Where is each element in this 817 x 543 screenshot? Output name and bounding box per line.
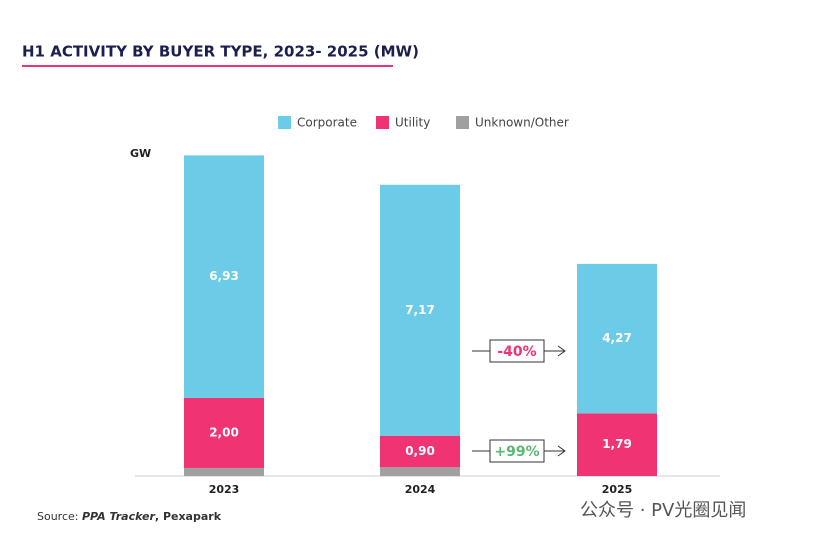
legend-swatch [278,116,291,129]
source-prefix: Source: [37,510,82,523]
arrow-head [557,445,566,457]
legend-swatch [456,116,469,129]
bar-segment [380,467,460,476]
source-tool: PPA Tracker [82,510,156,523]
source-separator: , [155,510,163,523]
value-label: 4,27 [602,331,632,345]
bar-segment [184,155,264,398]
legend-label: Utility [395,116,430,130]
arrow-head [557,345,566,357]
source: Source: PPA Tracker, Pexapark [37,510,222,523]
x-tick-label: 2023 [209,483,240,496]
bar-segment [380,184,460,436]
annotation: -40% [497,344,536,360]
bar-segment [184,467,264,476]
value-label: 2,00 [209,425,239,439]
annotation: +99% [494,444,539,460]
bar-segment [577,413,657,476]
watermark: 公众号 · PV光圈见闻 [580,500,746,521]
value-label: 6,93 [209,269,239,283]
value-label: 1,79 [602,437,632,451]
annotation-box [489,439,545,463]
legend-label: Corporate [297,116,357,130]
source-org: Pexapark [163,510,222,523]
bar-segment [184,397,264,468]
legend-label: Unknown/Other [475,116,569,130]
annotation-box [489,339,545,363]
legend-swatch [376,116,389,129]
y-axis-label: GW [130,147,151,160]
bar-segment [380,435,460,468]
value-label: 0,90 [405,444,435,458]
chart-title: H1 ACTIVITY BY BUYER TYPE, 2023- 2025 (M… [22,43,419,61]
x-tick-label: 2024 [405,483,436,496]
value-label: 7,17 [405,303,435,317]
x-tick-label: 2025 [602,483,633,496]
bar-segment [577,263,657,414]
